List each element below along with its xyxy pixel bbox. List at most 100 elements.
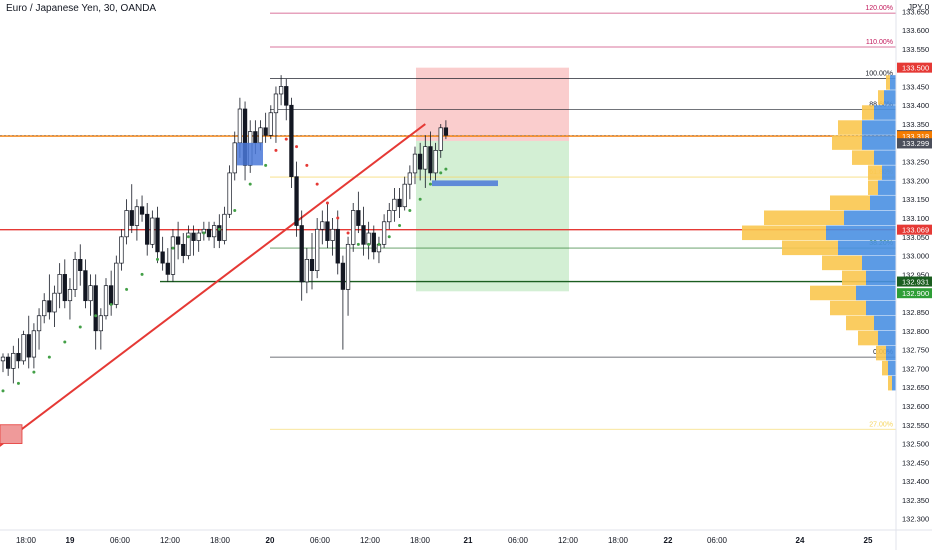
y-tick-label: 132.400 [902, 477, 929, 486]
ma-dot [156, 257, 159, 261]
ma-dot [109, 302, 113, 306]
volume-profile-sell [830, 300, 866, 316]
candle-body [191, 232, 196, 241]
candle-body [402, 183, 407, 208]
candle-body [36, 315, 42, 332]
ma-dot [325, 201, 329, 205]
ma-dot [63, 340, 67, 344]
candle-body [263, 127, 268, 136]
price-tag-bg [897, 138, 932, 149]
ma-dot [377, 242, 381, 246]
candle-body [309, 259, 315, 271]
candle-body [212, 225, 217, 238]
candle [119, 229, 124, 271]
candle [134, 199, 140, 241]
candle [320, 210, 325, 245]
candle-body [93, 285, 98, 332]
price-tag-label: 133.069 [902, 226, 929, 235]
candle [381, 214, 387, 249]
candle [150, 210, 155, 249]
candle [145, 202, 150, 256]
fib-level-label: 100.00% [865, 71, 893, 78]
candle-body [145, 213, 150, 245]
candle-body [42, 300, 47, 317]
price-tag-bg [897, 276, 932, 287]
candle [428, 131, 433, 181]
candle-body [418, 153, 423, 170]
candle-body [366, 232, 371, 245]
candle [57, 263, 62, 309]
candle [351, 202, 356, 252]
volume-profile-sell [782, 240, 838, 256]
candle [433, 142, 438, 181]
candle [5, 353, 11, 376]
candle [47, 274, 52, 320]
candle-body [397, 198, 402, 208]
volume-profile-sell [888, 375, 892, 391]
candle-body [428, 146, 433, 174]
candle [284, 78, 289, 121]
y-tick-label: 132.950 [902, 270, 929, 279]
candle-body [165, 262, 170, 275]
candle-body [155, 217, 160, 253]
candle-body [108, 285, 114, 305]
candle-body [443, 127, 449, 136]
candle [423, 135, 428, 188]
candle [181, 233, 186, 264]
x-tick-label: 20 [266, 536, 275, 545]
candle [304, 248, 309, 294]
ma-dot [47, 355, 51, 359]
candle [242, 101, 248, 181]
candle-body [304, 259, 309, 283]
candle-body [83, 270, 88, 302]
candle [227, 165, 232, 219]
y-tick-label: 133.400 [902, 101, 929, 110]
candle-body [227, 172, 232, 215]
candle [278, 75, 284, 106]
candle [170, 229, 176, 282]
candle-body [88, 285, 93, 302]
candle-body [186, 232, 191, 256]
candle-body [57, 274, 62, 294]
candle [175, 221, 181, 260]
candle [330, 218, 335, 256]
candle-body [16, 352, 21, 362]
x-tick-label: 06:00 [508, 536, 529, 545]
y-tick-label: 133.000 [902, 252, 929, 261]
candle [186, 225, 191, 260]
candle-body [320, 221, 325, 230]
ma-dot [398, 224, 402, 228]
candle-body [21, 334, 26, 362]
ma-dot [125, 287, 129, 291]
candle-body [114, 262, 119, 305]
candle [299, 210, 304, 301]
candle-body [438, 127, 443, 151]
candle [52, 285, 57, 328]
candle [98, 308, 104, 350]
ma-dot [336, 216, 340, 220]
order-block [237, 142, 263, 166]
candle [0, 353, 6, 373]
candle [263, 112, 268, 143]
candle-body [119, 236, 124, 264]
candle-body [67, 289, 73, 302]
volume-profile-sell [882, 360, 888, 376]
candle-body [217, 225, 222, 241]
volume-profile-buy [874, 315, 896, 331]
volume-profile-buy [838, 240, 896, 256]
volume-profile-sell [858, 330, 878, 346]
volume-profile-sell [876, 345, 886, 361]
axis-currency: JPY 0 [908, 3, 929, 12]
candle-body [78, 259, 83, 271]
ma-dot [439, 171, 443, 175]
candle-body [150, 217, 155, 245]
volume-profile-buy [874, 150, 896, 165]
candle-body [26, 334, 31, 358]
volume-profile-buy [882, 165, 896, 180]
x-tick-label: 21 [464, 536, 473, 545]
volume-profile-sell [868, 180, 878, 195]
volume-profile-sell [852, 150, 874, 165]
fib-level-label: 27.00% [869, 421, 893, 428]
candle [438, 124, 443, 158]
